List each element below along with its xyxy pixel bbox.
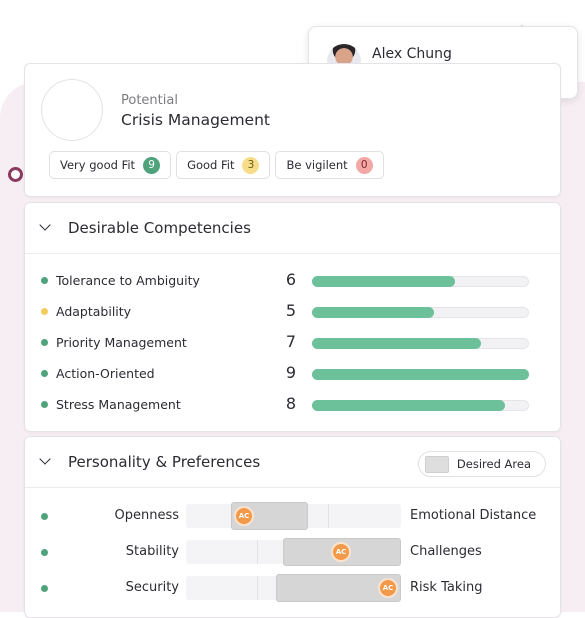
decorative-ring	[8, 167, 23, 182]
competency-score: 8	[285, 394, 297, 413]
status-dot	[41, 401, 48, 408]
fit-chip-be-vigilent[interactable]: Be vigilent 0	[275, 151, 384, 179]
personality-row: Security AC Risk Taking	[25, 574, 560, 602]
fit-filters: Very good Fit 9 Good Fit 3 Be vigilent 0	[49, 151, 384, 179]
potential-title: Crisis Management	[121, 111, 270, 129]
competency-bar-fill	[312, 307, 434, 318]
trait-left-label: Security	[125, 580, 179, 595]
status-dot	[41, 277, 48, 284]
personality-row: Openness AC Emotional Distance	[25, 502, 560, 530]
competency-name: Tolerance to Ambiguity	[56, 273, 200, 288]
competency-bar	[312, 400, 529, 411]
competency-name: Action-Oriented	[56, 366, 155, 381]
competency-row: Priority Management 7	[25, 331, 560, 355]
trait-right-label: Emotional Distance	[410, 508, 537, 523]
competency-bar	[312, 307, 529, 318]
scale-divider	[257, 540, 258, 564]
potential-image	[41, 79, 103, 141]
trait-right-label: Risk Taking	[410, 580, 483, 595]
desired-area-label: Desired Area	[456, 457, 531, 471]
competency-bar-fill	[312, 276, 455, 287]
trait-right-label: Challenges	[410, 544, 482, 559]
chevron-down-icon[interactable]	[39, 219, 51, 231]
desired-area-swatch	[424, 455, 449, 473]
fit-chip-very-good[interactable]: Very good Fit 9	[49, 151, 172, 179]
status-dot	[41, 585, 48, 592]
competency-bar	[312, 276, 529, 287]
personality-card: Personality & Preferences Desired Area O…	[24, 436, 561, 618]
competency-bar	[312, 369, 529, 380]
trait-scale: AC	[186, 502, 401, 530]
competency-row: Action-Oriented 9	[25, 362, 560, 386]
competencies-header[interactable]: Desirable Competencies	[25, 203, 560, 254]
competencies-card: Desirable Competencies Tolerance to Ambi…	[24, 202, 561, 432]
fit-count-badge: 3	[242, 156, 260, 174]
competency-bar-fill	[312, 369, 529, 380]
section-title: Desirable Competencies	[68, 219, 251, 237]
potential-label: Potential	[121, 93, 178, 108]
potential-card: Potential Crisis Management Very good Fi…	[24, 63, 561, 197]
chevron-down-icon[interactable]	[39, 453, 51, 465]
scale-divider	[328, 504, 329, 528]
competency-row: Adaptability 5	[25, 300, 560, 324]
fit-chip-label: Be vigilent	[286, 158, 348, 172]
scale-divider	[257, 576, 258, 600]
fit-chip-good[interactable]: Good Fit 3	[176, 151, 271, 179]
status-dot	[41, 370, 48, 377]
personality-row: Stability AC Challenges	[25, 538, 560, 566]
competency-bar-fill	[312, 400, 505, 411]
fit-chip-label: Very good Fit	[60, 158, 136, 172]
competency-bar-fill	[312, 338, 481, 349]
status-dot	[41, 513, 48, 520]
competency-bar	[312, 338, 529, 349]
competency-score: 9	[285, 363, 297, 382]
trait-scale: AC	[186, 538, 401, 566]
competency-score: 5	[285, 301, 297, 320]
competency-name: Priority Management	[56, 335, 187, 350]
section-title: Personality & Preferences	[68, 453, 261, 471]
user-name: Alex Chung	[372, 46, 452, 62]
trait-scale: AC	[186, 574, 401, 602]
candidate-marker: AC	[333, 544, 349, 560]
competency-name: Stress Management	[56, 397, 181, 412]
status-dot	[41, 308, 48, 315]
competency-row: Stress Management 8	[25, 393, 560, 417]
trait-left-label: Stability	[125, 544, 179, 559]
candidate-marker: AC	[380, 580, 396, 596]
trait-left-label: Openness	[114, 508, 179, 523]
fit-count-badge: 0	[355, 156, 373, 174]
competency-name: Adaptability	[56, 304, 132, 319]
competency-row: Tolerance to Ambiguity 6	[25, 269, 560, 293]
desired-area-legend: Desired Area	[417, 451, 546, 477]
personality-header[interactable]: Personality & Preferences Desired Area	[25, 437, 560, 488]
status-dot	[41, 339, 48, 346]
status-dot	[41, 549, 48, 556]
fit-count-badge: 9	[143, 156, 161, 174]
candidate-marker: AC	[236, 508, 252, 524]
fit-chip-label: Good Fit	[187, 158, 235, 172]
competency-score: 7	[285, 332, 297, 351]
competency-score: 6	[285, 270, 297, 289]
